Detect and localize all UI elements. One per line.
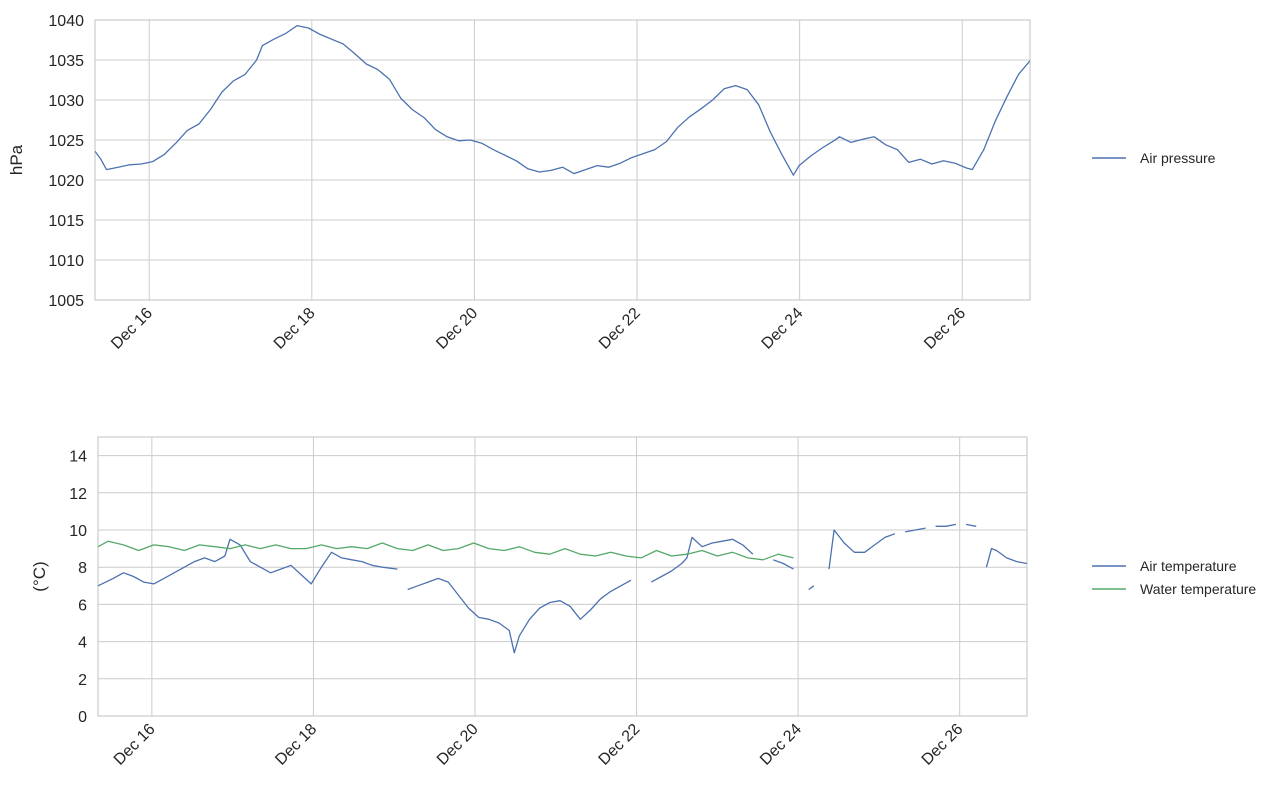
y-axis-label: hPa (7, 144, 26, 175)
y-tick-label: 8 (78, 560, 87, 577)
series-line (985, 547, 1027, 568)
y-axis-label: (°C) (30, 561, 49, 591)
x-tick-label: Dec 18 (271, 305, 319, 353)
y-tick-label: 1030 (48, 93, 84, 110)
y-tick-label: 6 (78, 597, 87, 614)
series-line (95, 24, 1030, 176)
y-tick-label: 1010 (48, 253, 84, 270)
series-line (772, 559, 794, 570)
legend-label: Water temperature (1140, 581, 1256, 597)
y-tick-label: 14 (69, 449, 87, 466)
y-tick-label: 2 (78, 672, 87, 689)
x-tick-label: Dec 20 (433, 305, 481, 353)
x-tick-label: Dec 26 (919, 721, 967, 769)
series-line (828, 529, 896, 570)
y-tick-label: 4 (78, 635, 87, 652)
pressure-chart: 1005 1010 1015 1020 1025 1030 1035 1040 Dec 16 De… (7, 13, 1216, 353)
y-tick-label: 10 (69, 523, 87, 540)
temperature-chart: 0 2 4 6 8 10 12 14 Dec 16 Dec 18 Dec 20 Dec 22 Dec 2… (30, 436, 1256, 769)
x-tick-label: Dec 16 (111, 721, 159, 769)
plot-area (98, 437, 1027, 716)
x-tick-label: Dec 18 (272, 721, 320, 769)
y-tick-label: 1025 (48, 133, 84, 150)
plot-frame (94, 19, 1031, 301)
y-tick-label: 1040 (48, 13, 84, 30)
series-line (98, 538, 398, 587)
y-tick-label: 1015 (48, 213, 84, 230)
x-tick-label: Dec 24 (757, 721, 805, 769)
x-tick-label: Dec 20 (434, 721, 482, 769)
series-line (808, 585, 815, 591)
series-line (98, 540, 794, 561)
y-tick-label: 1020 (48, 173, 84, 190)
series-line (905, 527, 926, 533)
y-tick-label: 1005 (48, 293, 84, 310)
series-line (935, 523, 957, 527)
y-tick-label: 12 (69, 486, 87, 503)
series-line (650, 536, 754, 583)
x-tick-label: Dec 22 (596, 305, 644, 353)
plot-area (95, 20, 1030, 300)
plot-frame (97, 436, 1028, 717)
x-tick-label: Dec 22 (596, 721, 644, 769)
legend-label: Air pressure (1140, 150, 1216, 166)
x-tick-label: Dec 24 (759, 305, 807, 353)
legend-label: Air temperature (1140, 558, 1237, 574)
series-line (965, 523, 977, 527)
y-tick-label: 0 (78, 709, 87, 726)
series-line (407, 577, 632, 654)
x-tick-label: Dec 16 (108, 305, 156, 353)
x-tick-label: Dec 26 (921, 305, 969, 353)
y-tick-label: 1035 (48, 53, 84, 70)
